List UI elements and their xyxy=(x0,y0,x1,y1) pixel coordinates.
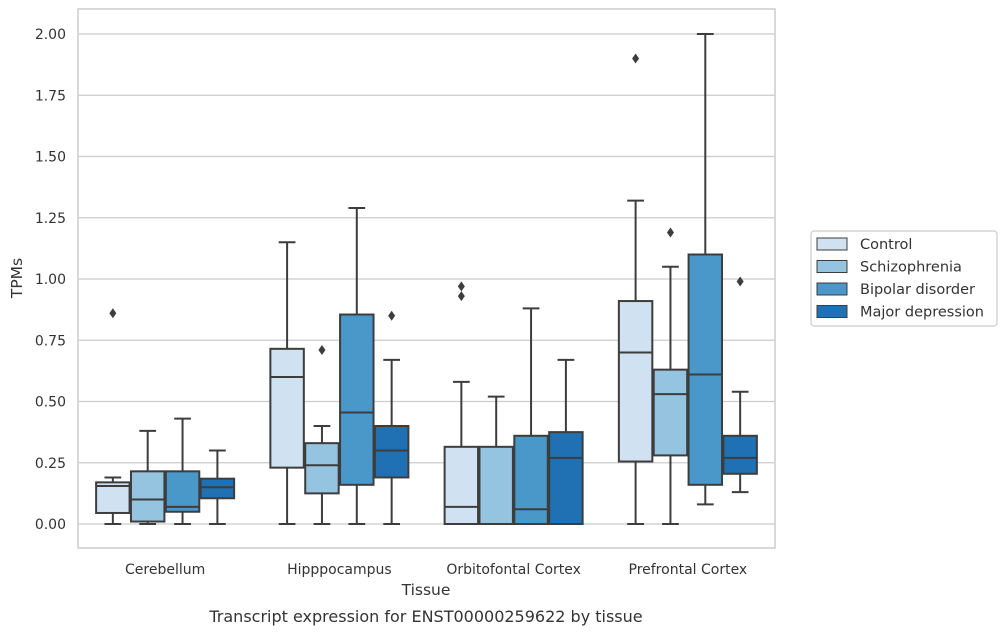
x-tick-label: Hipppocampus xyxy=(287,562,392,578)
legend-swatch xyxy=(816,282,848,296)
y-tick-label: 1.50 xyxy=(35,150,66,166)
legend-frame xyxy=(810,230,998,327)
box xyxy=(617,300,654,463)
outlier-point xyxy=(109,308,117,319)
box xyxy=(164,470,201,513)
x-axis-label: Tissue xyxy=(401,581,451,599)
box-plot xyxy=(513,307,549,525)
box xyxy=(722,434,758,475)
outlier-point xyxy=(318,345,326,356)
plot-frame xyxy=(77,8,776,549)
y-tick-label: 0.00 xyxy=(35,517,66,533)
y-axis: 0.00 0.25 0.50 0.75 1.00 1.25 1.50 1.75 2.00 xyxy=(35,27,66,533)
y-tick-label: 1.00 xyxy=(35,272,66,288)
y-tick-label: 0.50 xyxy=(35,395,66,411)
legend-label: Bipolar disorder xyxy=(860,282,975,298)
box-plot xyxy=(722,276,758,494)
y-tick-label: 1.25 xyxy=(35,211,66,227)
box xyxy=(478,445,514,526)
legend: Control Schizophrenia Bipolar disorder Majo… xyxy=(810,230,998,327)
box xyxy=(304,442,340,495)
outlier-point xyxy=(632,53,640,64)
legend-label: Major depression xyxy=(860,305,984,321)
box xyxy=(687,253,724,486)
x-tick-label: Prefrontal Cortex xyxy=(629,562,748,578)
box-plot xyxy=(652,227,689,525)
chart-caption: Transcript expression for ENST0000025962… xyxy=(208,607,642,626)
y-tick-label: 0.75 xyxy=(35,333,66,349)
box xyxy=(548,431,584,525)
legend-swatch xyxy=(816,237,848,251)
box-plot xyxy=(304,345,340,525)
box-plot xyxy=(199,449,236,525)
outlier-point xyxy=(457,281,465,292)
legend-label: Control xyxy=(860,237,912,253)
x-tick-label: Cerebellum xyxy=(125,562,205,578)
outlier-point xyxy=(666,227,674,238)
box-plot xyxy=(95,308,131,525)
outlier-point xyxy=(388,310,396,321)
y-tick-label: 0.25 xyxy=(35,456,66,472)
box xyxy=(652,368,689,457)
y-tick-label: 2.00 xyxy=(35,27,66,43)
box-plot xyxy=(687,33,724,506)
box xyxy=(513,434,549,525)
box-plot xyxy=(269,241,305,525)
legend-swatch xyxy=(816,305,848,318)
x-tick-label: Orbitofontal Cortex xyxy=(446,562,581,578)
y-axis-label: TPMs xyxy=(8,258,26,299)
legend-label: Schizophrenia xyxy=(860,260,962,276)
box xyxy=(95,481,131,514)
box-plot xyxy=(373,310,410,525)
box xyxy=(199,477,236,500)
outlier-point xyxy=(457,291,465,302)
x-axis: Cerebellum Hipppocampus Orbitofontal Corte… xyxy=(125,562,747,578)
box xyxy=(129,470,166,523)
box-plot xyxy=(164,417,201,525)
box-plot xyxy=(339,206,375,525)
box-plot xyxy=(443,281,480,526)
y-tick-label: 1.75 xyxy=(35,88,66,104)
gridlines xyxy=(78,33,775,525)
legend-swatch xyxy=(816,260,848,273)
box xyxy=(373,425,410,479)
box xyxy=(339,313,375,486)
plot-area xyxy=(95,33,758,526)
box-plot xyxy=(478,395,514,526)
box xyxy=(269,347,305,469)
box-plot xyxy=(129,429,166,525)
outlier-point xyxy=(736,276,744,287)
box xyxy=(443,445,480,526)
box-plot xyxy=(548,358,584,525)
box-plot xyxy=(617,53,654,525)
